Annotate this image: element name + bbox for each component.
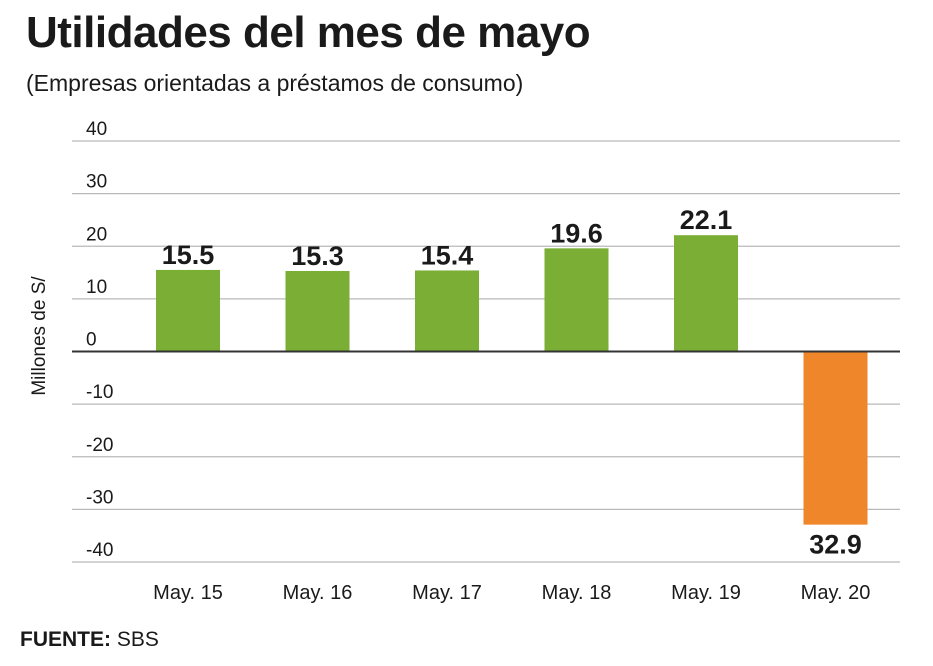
x-tick-label: May. 17 (412, 582, 482, 604)
data-label: 15.4 (421, 240, 474, 270)
data-label: 15.5 (162, 240, 215, 270)
bar-may-16 (285, 270, 350, 352)
data-label: 22.1 (680, 205, 733, 235)
y-tick-label: -10 (86, 382, 113, 403)
x-tick-label: May. 18 (542, 582, 612, 604)
y-tick-label: 40 (86, 119, 107, 140)
source-value: SBS (116, 628, 159, 651)
x-tick-label: May. 19 (671, 582, 741, 604)
data-labels: 15.5 15.3 15.4 19.6 22.1 32.9 (162, 205, 862, 559)
bar-may-19 (674, 235, 738, 352)
y-tick-label: -20 (86, 435, 113, 456)
y-axis-ticks: 40 30 20 10 0 -10 -20 -30 -40 (86, 119, 113, 561)
data-label: 15.3 (291, 241, 344, 271)
x-tick-label: May. 16 (283, 582, 353, 604)
bar-may-20 (803, 351, 868, 525)
y-tick-label: 30 (86, 172, 107, 193)
gridlines (72, 140, 900, 563)
x-tick-label: May. 15 (153, 582, 223, 604)
chart-title: Utilidades del mes de mayo (26, 8, 591, 57)
bar-may-15 (156, 269, 220, 352)
data-label: 19.6 (550, 218, 603, 248)
y-tick-label: 20 (86, 224, 107, 245)
y-tick-label: 10 (86, 277, 107, 298)
x-tick-label: May. 20 (801, 582, 871, 604)
source-note: FUENTE: SBS (20, 628, 159, 652)
x-axis-ticks: May. 15 May. 16 May. 17 May. 18 May. 19 May. … (153, 582, 870, 604)
y-axis-label: Millones de S/ (29, 276, 50, 396)
bar-chart: 40 30 20 10 0 -10 -20 -30 -40 15.5 15.3 15.4 19.6 22… (29, 119, 900, 604)
source-label: FUENTE: (20, 628, 111, 651)
bar-may-17 (415, 270, 479, 352)
data-label: 32.9 (809, 530, 862, 560)
y-tick-label: -30 (86, 487, 113, 508)
chart-subtitle: (Empresas orientadas a préstamos de cons… (26, 70, 524, 96)
y-tick-label: -40 (86, 540, 113, 561)
bar-may-18 (544, 248, 609, 352)
y-tick-label: 0 (86, 330, 97, 351)
bars (156, 235, 868, 525)
